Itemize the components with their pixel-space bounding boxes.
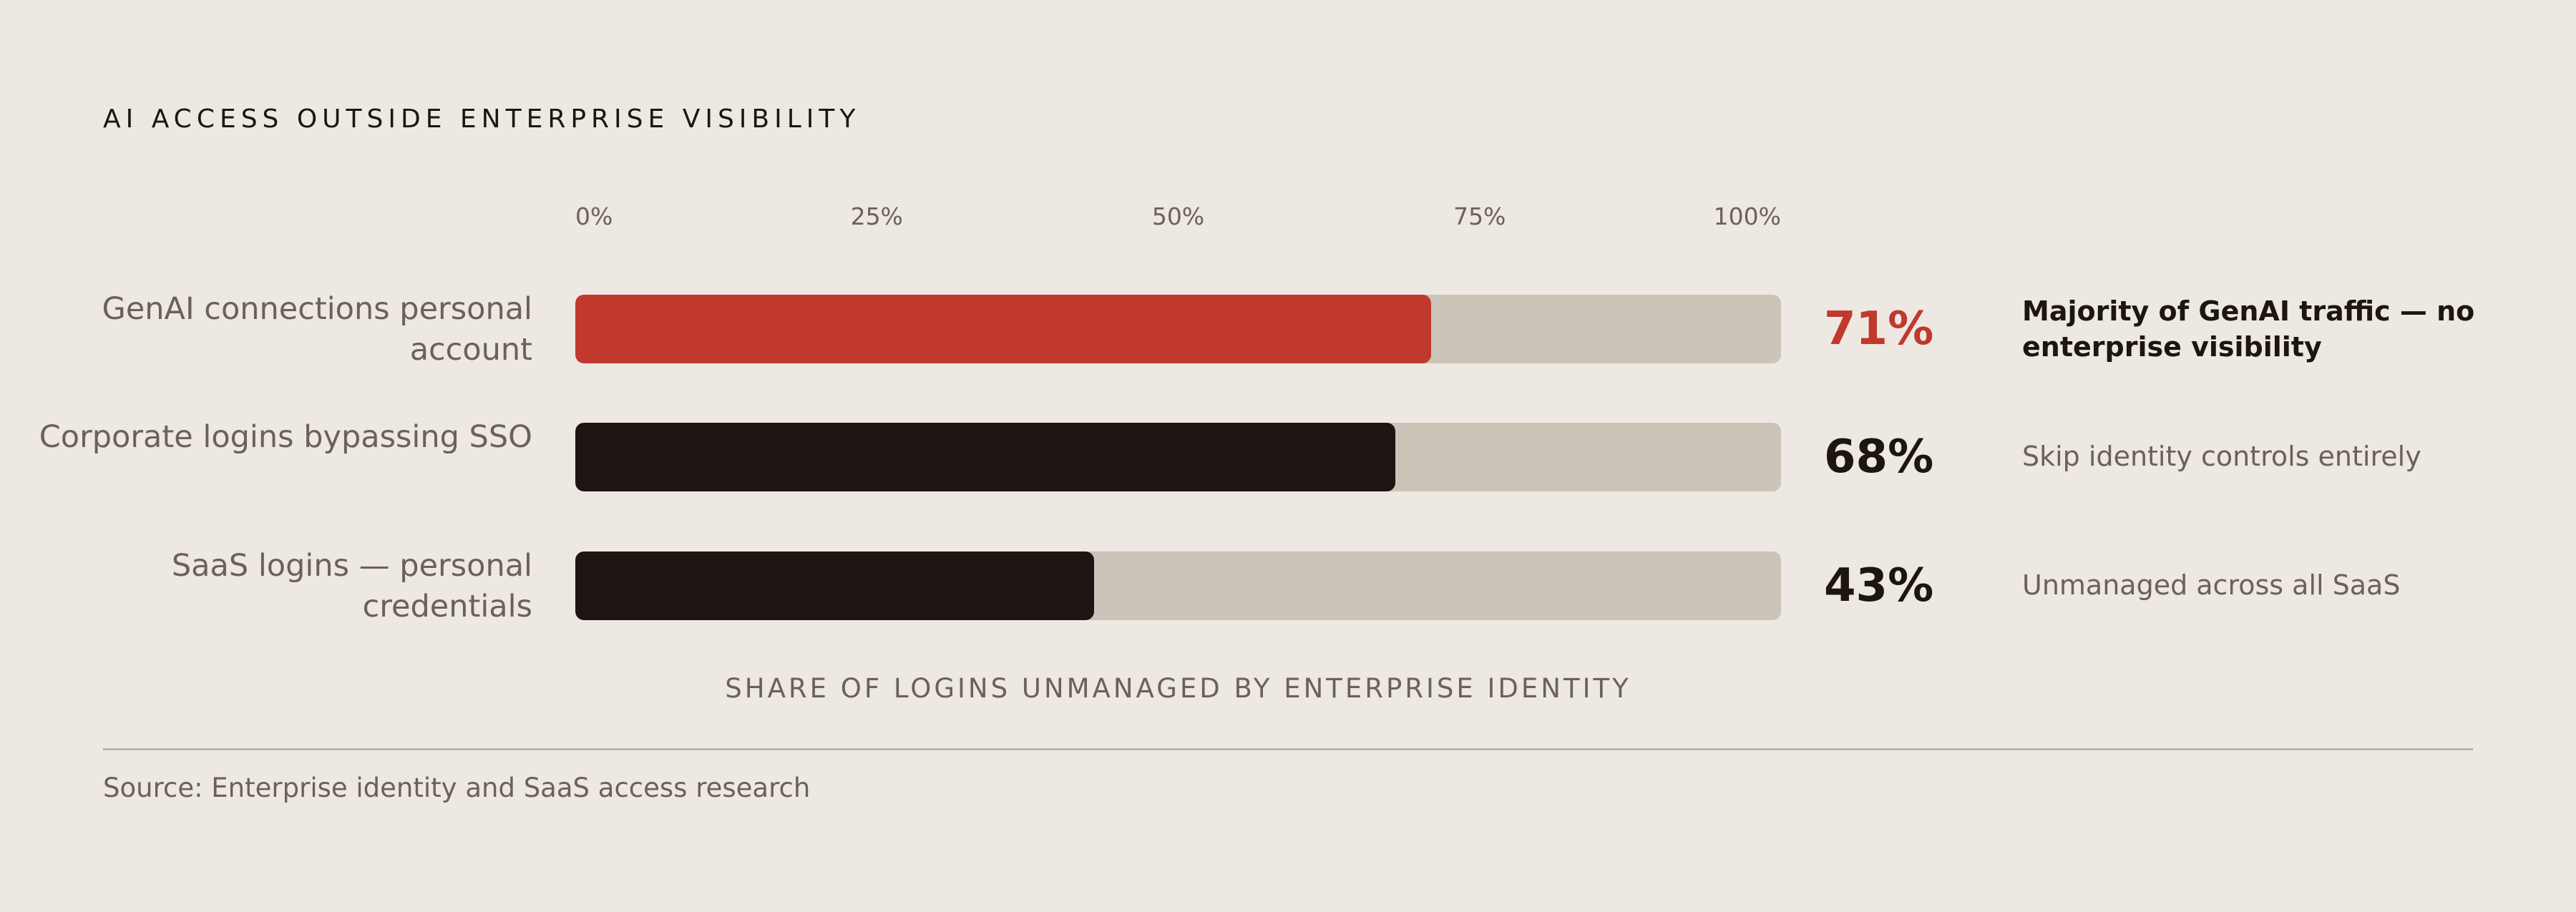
bar [575, 551, 1094, 620]
x-axis-title: SHARE OF LOGINS UNMANAGED BY ENTERPRISE … [725, 673, 1631, 704]
bar-track [575, 551, 1781, 620]
bar [575, 295, 1432, 363]
chart-title: AI ACCESS OUTSIDE ENTERPRISE VISIBILITY [103, 104, 861, 134]
source-note: Source: Enterprise identity and SaaS acc… [103, 773, 811, 803]
x-tick-label: 100% [1713, 202, 1781, 230]
divider [103, 748, 2473, 750]
category-label: GenAI connections personal account [102, 291, 532, 368]
bar-track [575, 295, 1781, 363]
value-label: 68% [1824, 431, 1934, 484]
category-label: Corporate logins bypassing SSO [39, 419, 532, 455]
x-tick-label: 50% [1151, 202, 1205, 230]
bar-track [575, 423, 1781, 491]
value-label: 43% [1824, 559, 1934, 612]
bar-annotation: Majority of GenAI traffic — no enterpris… [2022, 295, 2475, 363]
value-label: 71% [1824, 303, 1934, 356]
x-tick-label: 0% [575, 202, 613, 230]
bar-annotation: Skip identity controls entirely [2022, 441, 2421, 472]
category-label: SaaS logins — personal credentials [171, 548, 532, 624]
x-tick-label: 75% [1453, 202, 1506, 230]
bar-annotation: Unmanaged across all SaaS [2022, 569, 2401, 601]
bar [575, 423, 1395, 491]
x-tick-label: 25% [850, 202, 903, 230]
